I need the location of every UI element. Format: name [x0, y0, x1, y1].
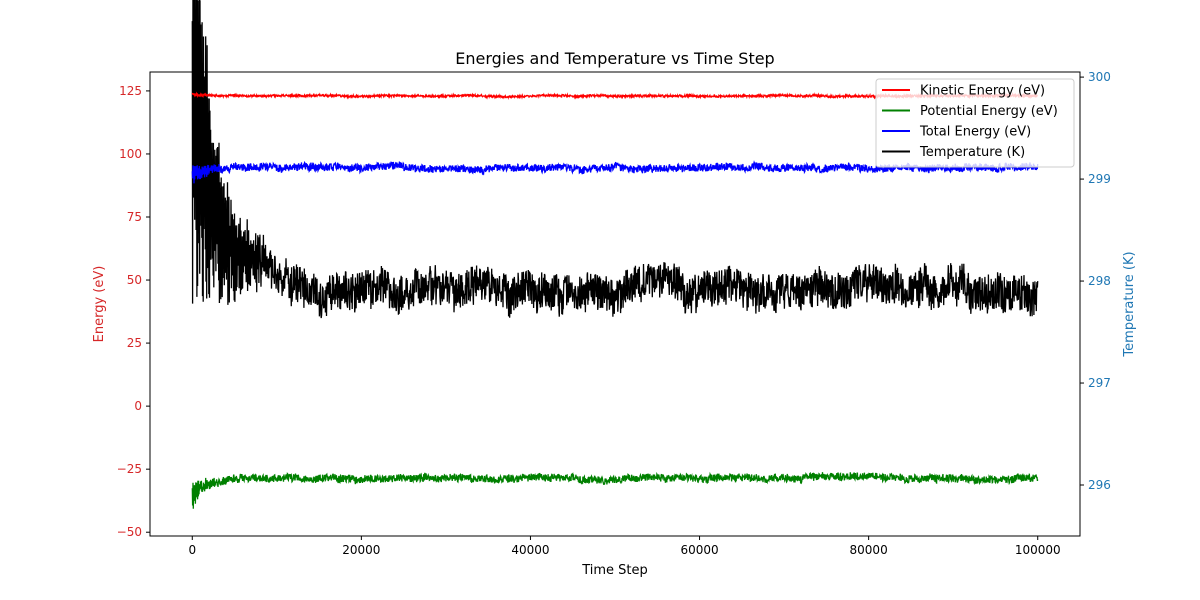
- x-tick-label-0: 0: [188, 543, 196, 557]
- y-left-tick-label-6: 100: [119, 147, 142, 161]
- x-tick-label-2: 40000: [511, 543, 549, 557]
- x-tick-label-5: 100000: [1015, 543, 1061, 557]
- legend-label-2: Total Energy (eV): [919, 125, 1031, 140]
- y-axis-right-label: Temperature (K): [1122, 251, 1137, 357]
- legend: Kinetic Energy (eV) Potential Energy (eV)…: [875, 78, 1075, 168]
- legend-box: [875, 78, 1075, 168]
- legend-label-1: Potential Energy (eV): [920, 104, 1058, 119]
- chart-title: Energies and Temperature vs Time Step: [455, 49, 774, 68]
- y-right-tick-label-4: 300: [1088, 70, 1111, 84]
- y-right-tick-label-3: 299: [1088, 172, 1111, 186]
- x-tick-label-1: 20000: [342, 543, 380, 557]
- x-tick-label-3: 60000: [680, 543, 718, 557]
- series-line-1: [191, 471, 1039, 509]
- plot-frame: [149, 71, 1081, 537]
- x-tick-label-4: 80000: [850, 543, 888, 557]
- y-left-tick-label-5: 75: [127, 210, 142, 224]
- series-line-3: [191, 0, 1039, 319]
- y-left-tick-label-4: 50: [127, 273, 142, 287]
- y-left-tick-label-7: 125: [119, 84, 142, 98]
- y-left-tick-label-0: −50: [117, 525, 142, 539]
- y-right-tick-label-1: 297: [1088, 376, 1111, 390]
- y-left-tick-label-3: 25: [127, 336, 142, 350]
- legend-label-3: Temperature (K): [919, 145, 1025, 160]
- y-axis-left-label: Energy (eV): [92, 266, 107, 343]
- y-right-tick-label-0: 296: [1088, 478, 1111, 492]
- y-left-tick-label-1: −25: [117, 462, 142, 476]
- legend-label-0: Kinetic Energy (eV): [920, 84, 1045, 99]
- y-left-tick-label-2: 0: [134, 399, 142, 413]
- y-right-tick-label-2: 298: [1088, 274, 1111, 288]
- x-axis-label: Time Step: [581, 563, 648, 578]
